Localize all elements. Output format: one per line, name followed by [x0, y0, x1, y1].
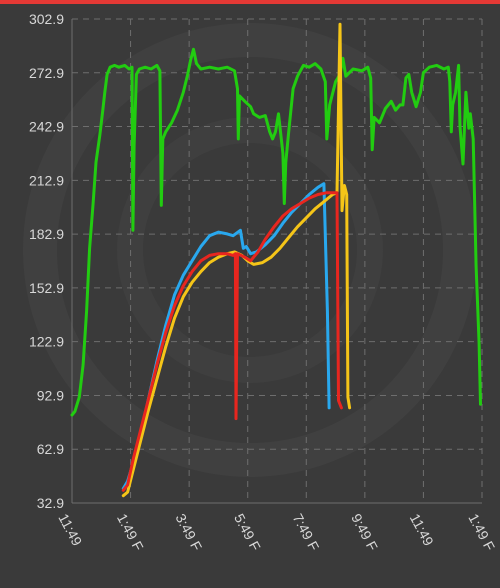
series-line-red	[121, 191, 343, 492]
x-tick-label: 1:49 F	[114, 511, 147, 554]
x-tick-label: 9:49 F	[348, 511, 381, 554]
x-tick-label: 11:49	[55, 511, 85, 549]
series-lines	[70, 22, 482, 498]
watermark-ring	[117, 117, 383, 383]
x-axis-ticks: 11:49 1:49 F 3:49 F 5:49 F 7:49 F 9:49 F 11:49…	[55, 511, 498, 554]
series-line-yellow	[121, 22, 352, 498]
watermark-logo	[23, 23, 477, 477]
x-tick-label: 7:49 F	[290, 511, 323, 554]
y-tick-label: 122.9	[29, 334, 64, 350]
y-tick-label: 272.9	[29, 65, 64, 81]
y-tick-label: 152.9	[29, 280, 64, 296]
x-tick-label: 3:49 F	[172, 511, 205, 554]
series-line-green	[70, 47, 482, 417]
x-tick-label: 1:49 F	[465, 511, 498, 554]
y-tick-label: 212.9	[29, 172, 64, 188]
y-tick-label: 92.9	[37, 387, 64, 403]
grid	[71, 18, 483, 504]
y-axis-ticks: 302.9 272.9 242.9 212.9 182.9 152.9 122.9 92.9 6…	[29, 11, 64, 511]
watermark-ring	[23, 23, 477, 477]
y-tick-label: 242.9	[29, 119, 64, 135]
y-tick-label: 302.9	[29, 11, 64, 27]
y-tick-label: 62.9	[37, 441, 64, 457]
top-accent-bar	[0, 0, 500, 4]
x-tick-label: 5:49 F	[231, 511, 264, 554]
x-tick-label: 11:49	[407, 511, 437, 549]
y-tick-label: 182.9	[29, 226, 64, 242]
y-tick-label: 32.9	[37, 495, 64, 511]
